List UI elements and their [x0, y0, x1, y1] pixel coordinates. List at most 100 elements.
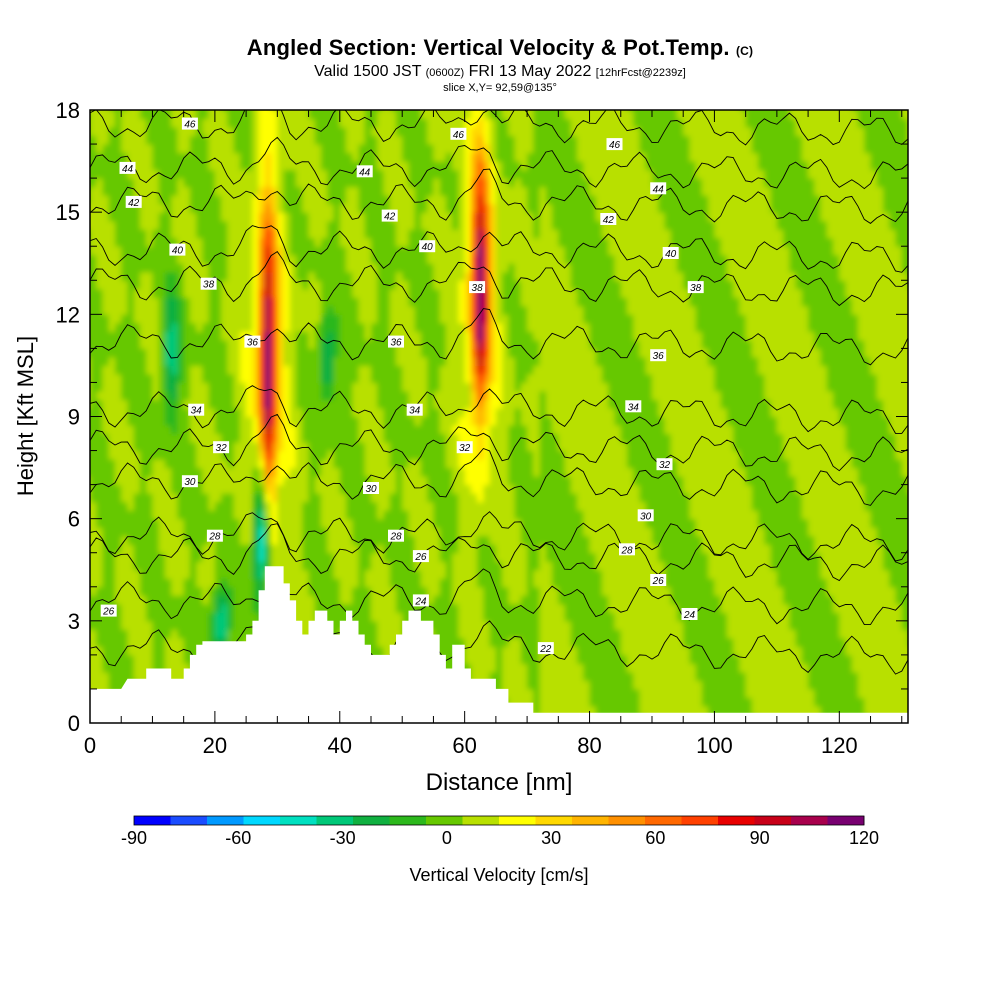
- y-tick-label: 9: [68, 405, 80, 430]
- contour-label-bg: [181, 475, 198, 488]
- contour-label: 38: [203, 280, 215, 291]
- contour-label-bg: [406, 403, 423, 416]
- colorbar-swatch: [608, 816, 646, 825]
- y-axis-label: Height [Kft MSL]: [13, 336, 38, 496]
- colorbar-tick-label: -30: [330, 828, 356, 848]
- theta-contour: [90, 568, 908, 626]
- contour-label: 38: [472, 283, 484, 294]
- y-tick-label: 12: [56, 302, 80, 327]
- colorbar-swatch: [718, 816, 755, 825]
- contour-label: 42: [384, 212, 396, 223]
- contour-label: 28: [389, 532, 402, 543]
- contour-label-bg: [363, 482, 379, 494]
- contour-label: 32: [459, 443, 471, 454]
- colorbar-tick-label: 90: [750, 828, 770, 848]
- contour-label-bg: [650, 349, 667, 362]
- contour-label: 26: [102, 607, 115, 618]
- theta-contour: [90, 110, 908, 146]
- colorbar-swatch: [207, 816, 244, 825]
- valid-date: FRI 13 May 2022: [468, 63, 592, 80]
- contour-label-bg: [419, 240, 436, 253]
- contour-label: 44: [122, 164, 134, 175]
- contour-label-bg: [244, 335, 261, 348]
- colorbar-swatch: [280, 816, 317, 825]
- chart-title: Angled Section: Vertical Velocity & Pot.…: [0, 36, 1000, 63]
- theta-contour: [90, 385, 908, 434]
- contour-label-bg: [206, 529, 223, 542]
- contour-label-bg: [169, 243, 186, 256]
- contour-label-bg: [125, 195, 142, 208]
- colorbar-swatch: [572, 816, 609, 825]
- colorbar-swatch: [754, 816, 792, 825]
- contour-label: 40: [172, 246, 184, 257]
- contour-label-bg: [600, 213, 617, 225]
- x-tick-label: 20: [203, 733, 227, 758]
- theta-contour: [90, 250, 908, 307]
- x-tick-label: 80: [577, 733, 601, 758]
- contour-label: 26: [652, 576, 665, 587]
- y-tick-label: 15: [56, 200, 80, 225]
- colorbar-label: Vertical Velocity [cm/s]: [409, 865, 588, 885]
- contour-label-bg: [412, 594, 429, 607]
- contour-label: 36: [390, 338, 402, 349]
- contour-label: 24: [683, 610, 696, 621]
- y-tick-label: 0: [68, 711, 80, 736]
- contour-label-bg: [213, 441, 230, 454]
- slice-info: slice X,Y= 92,59@135°: [443, 82, 557, 94]
- contour-label-bg: [181, 117, 198, 130]
- forecast-tag: [12hrFcst@2239z]: [595, 67, 686, 79]
- theta-contour: [90, 225, 908, 273]
- x-tick-label: 40: [328, 733, 352, 758]
- contour-label: 24: [414, 596, 427, 607]
- x-tick-label: 100: [696, 733, 733, 758]
- y-tick-label: 6: [68, 507, 80, 532]
- colorbar-tick-label: -90: [121, 828, 147, 848]
- contour-label-bg: [456, 441, 473, 454]
- contour-label: 40: [665, 249, 677, 260]
- contour-label: 38: [690, 283, 702, 294]
- colorbar-swatch: [535, 816, 573, 825]
- theta-contour: [90, 413, 908, 472]
- contour-label-bg: [625, 400, 642, 413]
- colorbar-swatch: [645, 816, 682, 825]
- contour-label-bg: [356, 165, 373, 178]
- y-tick-label: 3: [68, 609, 80, 634]
- theta-contour: [90, 136, 908, 190]
- vertical-velocity-field: [90, 110, 908, 723]
- valid-utc: (0600Z): [425, 67, 465, 79]
- chart-subtitle: Valid 1500 JST (0600Z) FRI 13 May 2022 […: [0, 63, 1000, 82]
- contour-label: 34: [191, 406, 203, 417]
- colorbar-swatch: [389, 816, 427, 825]
- contour-label: 22: [539, 644, 552, 655]
- contour-label: 26: [414, 552, 427, 563]
- contour-label-bg: [412, 550, 429, 563]
- title-unit: (C): [735, 44, 754, 58]
- contour-label: 46: [453, 130, 465, 141]
- contour-label-bg: [388, 335, 404, 348]
- colorbar-tick-label: 60: [645, 828, 665, 848]
- contour-label: 32: [216, 443, 228, 454]
- x-tick-label: 60: [452, 733, 476, 758]
- colorbar-swatch: [426, 816, 463, 825]
- x-tick-label: 0: [84, 733, 96, 758]
- contour-label: 28: [620, 545, 633, 556]
- contour-label: 44: [359, 167, 371, 178]
- contour-label-bg: [119, 161, 136, 174]
- contour-label: 30: [640, 511, 652, 522]
- colorbar-tick-label: 0: [442, 828, 452, 848]
- theta-contour-labels: 46 46 46 44 44 44 42 42 42 40 40 40 38 38 38 36 36 36 34 34…: [100, 117, 704, 655]
- title-main: Angled Section: Vertical Velocity & Pot.…: [246, 35, 730, 60]
- contour-label-bg: [662, 247, 679, 259]
- contour-label: 32: [659, 460, 671, 471]
- colorbar-swatch: [791, 816, 828, 825]
- contour-label-bg: [650, 182, 667, 195]
- contour-label-bg: [381, 209, 398, 222]
- colorbar-swatch: [353, 816, 390, 825]
- contour-label-bg: [469, 281, 486, 294]
- colorbar-tick-label: 30: [541, 828, 561, 848]
- theta-contours: [90, 110, 908, 675]
- contour-label: 30: [184, 477, 196, 488]
- x-axis-label: Distance [nm]: [426, 769, 573, 796]
- contour-label: 34: [409, 406, 421, 417]
